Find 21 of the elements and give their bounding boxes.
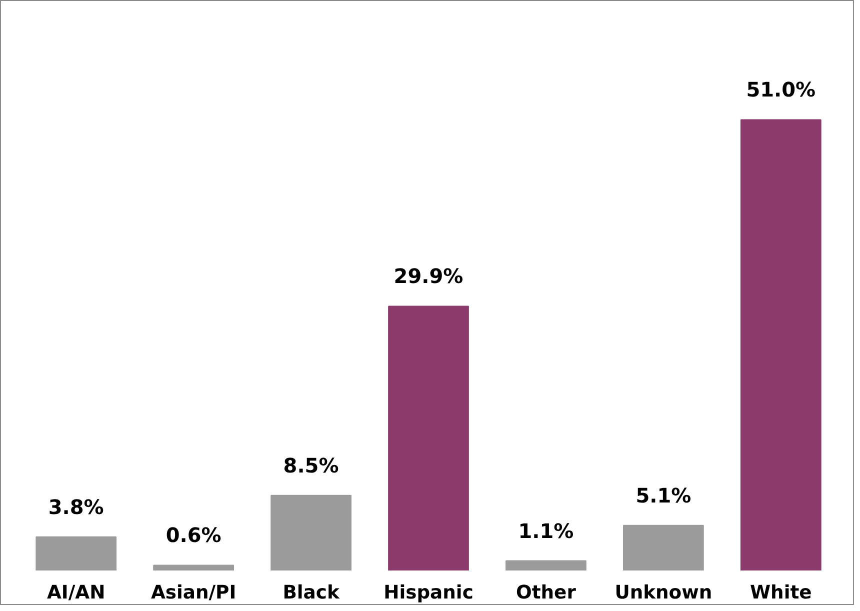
bar (740, 119, 822, 570)
x-tick-label: Asian/PI (150, 582, 236, 604)
x-tick-label: Other (516, 582, 577, 604)
data-label: 51.0% (746, 78, 816, 102)
data-label: 5.1% (636, 483, 692, 508)
data-label: 1.1% (518, 518, 574, 543)
data-label: 29.9% (394, 264, 464, 288)
bar (36, 536, 117, 570)
bar (270, 494, 352, 570)
bar (388, 306, 469, 570)
data-label: 3.8% (48, 494, 104, 519)
x-tick-label: AI/AN (46, 582, 106, 604)
data-label: 0.6% (166, 523, 222, 548)
bar (622, 524, 704, 570)
x-tick-label: Black (282, 582, 340, 604)
x-tick-label: White (750, 582, 812, 604)
x-tick-label: Unknown (614, 582, 712, 604)
bar (153, 564, 234, 570)
bar (506, 560, 586, 570)
x-tick-label: Hispanic (384, 582, 474, 604)
data-label: 8.5% (283, 453, 339, 478)
